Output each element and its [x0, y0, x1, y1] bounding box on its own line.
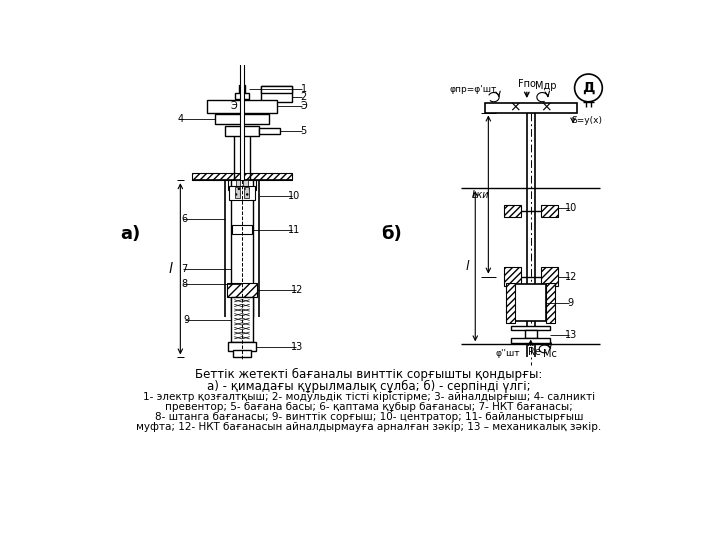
Bar [229, 186, 255, 200]
Bar [516, 284, 546, 321]
Text: ×: × [510, 101, 521, 115]
Bar [228, 342, 256, 351]
Text: Мдр: Мдр [536, 82, 557, 91]
Text: ×: × [540, 101, 552, 115]
Bar [231, 298, 253, 342]
Text: S=у(x): S=у(x) [572, 116, 603, 125]
Bar [261, 86, 292, 102]
Text: Fпо: Fпо [518, 79, 536, 89]
Text: 2: 2 [300, 92, 307, 102]
Bar [192, 173, 292, 180]
Text: 1- электр қозғалтқыш; 2- модульдік тісті кірістірме; 3- айналдырғыш; 4- салникті: 1- электр қозғалтқыш; 2- модульдік тісті… [143, 393, 595, 402]
Bar [541, 205, 558, 217]
Text: 9: 9 [184, 315, 189, 325]
Text: 8- штанга бағанасы; 9- винттік сорғыш; 10- центратор; 11- байланыстырғыш: 8- штанга бағанасы; 9- винттік сорғыш; 1… [155, 413, 583, 422]
Text: 4: 4 [177, 114, 184, 124]
Text: l: l [466, 260, 469, 273]
Bar [233, 350, 251, 357]
Text: превентор; 5- бағана басы; 6- қаптама құбыр бағанасы; 7- НКТ бағанасы;: превентор; 5- бағана басы; 6- қаптама құ… [165, 402, 573, 413]
Text: 13: 13 [292, 342, 304, 352]
Text: Rе: Rе [528, 347, 541, 357]
Text: 6: 6 [181, 214, 187, 224]
Text: а) - қимадағы құрылмалық сұлба; б) - серпінді үлгі;: а) - қимадағы құрылмалық сұлба; б) - сер… [207, 380, 531, 393]
Bar [235, 187, 240, 198]
Bar [511, 326, 550, 330]
Bar [244, 187, 249, 198]
Text: 9: 9 [567, 298, 574, 308]
Bar [225, 126, 259, 136]
Text: а): а) [120, 225, 140, 243]
Text: 7: 7 [181, 264, 187, 274]
Text: 10: 10 [564, 203, 577, 213]
Text: φпр=φ'шт: φпр=φ'шт [449, 85, 497, 94]
Text: Э: Э [300, 102, 307, 111]
Text: 12: 12 [564, 272, 577, 281]
Text: Э: Э [231, 102, 238, 111]
Bar [232, 225, 252, 234]
Bar [485, 103, 577, 112]
Bar [243, 180, 248, 190]
Text: 5: 5 [300, 126, 307, 136]
Text: φ''шт: φ''шт [495, 349, 520, 358]
Bar [239, 85, 245, 94]
Text: 8: 8 [181, 279, 187, 289]
Text: 10: 10 [288, 191, 300, 201]
Bar [235, 180, 240, 190]
Text: 13: 13 [564, 330, 577, 340]
Bar [511, 338, 550, 343]
Text: l: l [168, 262, 172, 276]
Bar [504, 267, 521, 286]
Bar [240, 43, 244, 180]
Text: 12: 12 [291, 286, 304, 295]
Bar [215, 114, 269, 124]
Text: 1: 1 [300, 84, 307, 94]
Text: 11: 11 [288, 225, 300, 234]
Text: Lки: Lки [472, 190, 490, 200]
Bar [235, 92, 249, 99]
Bar [504, 205, 521, 217]
Bar [259, 128, 281, 134]
Text: муфта; 12- НКТ бағанасын айналдырмауға арналған зәкір; 13 – механикалық зәкір.: муфта; 12- НКТ бағанасын айналдырмауға а… [136, 422, 602, 433]
Bar [506, 283, 516, 323]
Text: Mс: Mс [543, 348, 557, 359]
Text: б): б) [382, 225, 402, 243]
Bar [541, 267, 558, 286]
Bar [228, 180, 256, 190]
Bar [546, 283, 555, 323]
Text: Д: Д [582, 81, 595, 95]
Bar [261, 86, 292, 92]
Bar [227, 284, 257, 298]
Text: Беттік жетекті бағаналы винттік сорғышты қондырғы:: Беттік жетекті бағаналы винттік сорғышты… [195, 368, 543, 381]
Bar [207, 100, 276, 112]
Bar [525, 330, 537, 338]
